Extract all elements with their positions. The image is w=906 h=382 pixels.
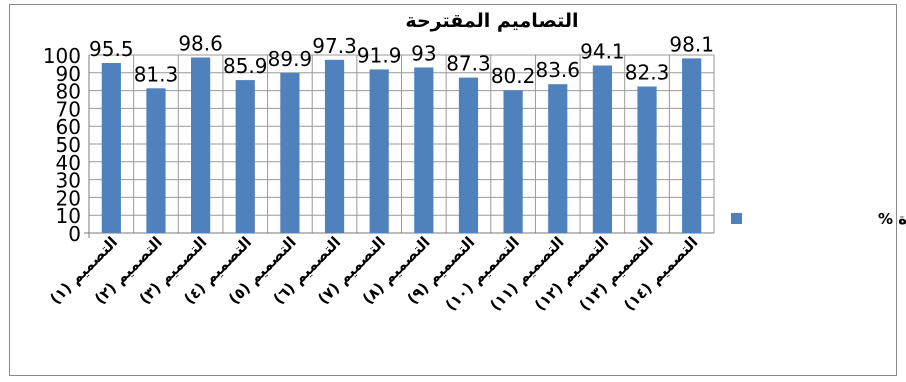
data-label-13: 82.3 bbox=[625, 61, 670, 85]
y-tick-label-40: 40 bbox=[56, 151, 81, 175]
bar-12 bbox=[592, 65, 612, 233]
data-label-4: 85.9 bbox=[223, 54, 268, 78]
bar-5 bbox=[280, 72, 300, 233]
bar-3 bbox=[191, 57, 211, 233]
data-label-1: 95.5 bbox=[89, 37, 134, 61]
bar-1 bbox=[101, 63, 121, 234]
legend: معامل الجودة % bbox=[731, 210, 906, 228]
bar-4 bbox=[235, 80, 255, 234]
data-label-5: 89.9 bbox=[268, 47, 313, 71]
data-label-7: 91.9 bbox=[357, 43, 402, 67]
y-tick-label-30: 30 bbox=[56, 169, 81, 193]
bar-6 bbox=[324, 59, 345, 233]
legend-swatch bbox=[731, 213, 742, 224]
data-label-12: 94.1 bbox=[580, 40, 625, 64]
data-label-11: 83.6 bbox=[535, 58, 580, 82]
bar-2 bbox=[146, 88, 166, 233]
bar-8 bbox=[414, 67, 434, 234]
data-label-10: 80.2 bbox=[491, 64, 536, 88]
bar-9 bbox=[458, 77, 479, 233]
chart-title: التصاميم المقترحة bbox=[405, 10, 578, 32]
bar-13 bbox=[637, 86, 657, 233]
y-tick-label-60: 60 bbox=[56, 115, 81, 139]
data-labels: 95.581.3 98.685.9 89.997.3 91.9 93 87.380.2 83… bbox=[89, 31, 714, 88]
data-label-9: 87.3 bbox=[446, 52, 491, 76]
bar-11 bbox=[548, 84, 568, 233]
y-tick-label-100: 100 bbox=[43, 44, 81, 68]
bars bbox=[101, 57, 702, 234]
y-tick-label-50: 50 bbox=[56, 133, 81, 157]
bar-10 bbox=[503, 90, 523, 233]
data-label-6: 97.3 bbox=[312, 34, 357, 58]
y-tick-label-70: 70 bbox=[56, 97, 81, 121]
gridlines bbox=[84, 54, 715, 238]
y-tick-label-10: 10 bbox=[56, 204, 81, 228]
y-tick-label-90: 90 bbox=[56, 62, 81, 86]
x-axis-labels: التصميم (١)التصميم (٢)التصميم (٣)التصميم… bbox=[46, 233, 701, 314]
y-tick-label-0: 0 bbox=[68, 222, 81, 246]
data-label-2: 81.3 bbox=[134, 62, 179, 86]
y-tick-label-20: 20 bbox=[56, 186, 81, 210]
bar-14 bbox=[682, 58, 702, 233]
data-label-3: 98.6 bbox=[178, 31, 223, 55]
y-tick-label-80: 80 bbox=[56, 80, 81, 104]
data-label-14: 98.1 bbox=[669, 32, 714, 56]
legend-label: معامل الجودة % bbox=[878, 210, 906, 228]
data-label-8: 93 bbox=[411, 41, 436, 65]
bar-7 bbox=[369, 69, 389, 233]
